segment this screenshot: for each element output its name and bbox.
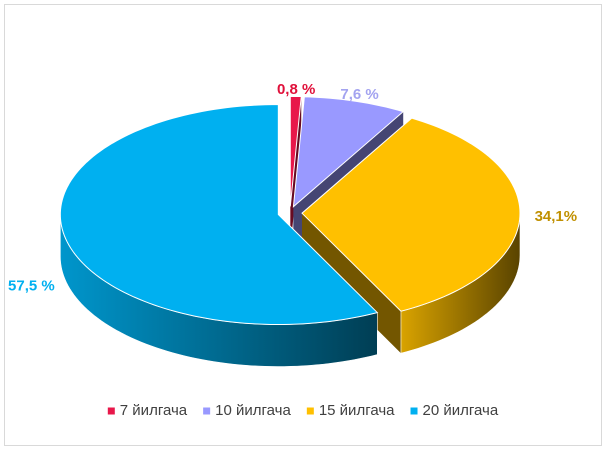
- legend-marker: [203, 407, 211, 415]
- data-label: 0,8 %: [277, 81, 315, 98]
- data-label: 7,6 %: [340, 86, 378, 103]
- pie-slice: [289, 95, 302, 207]
- legend-label: 20 йилгача: [423, 402, 499, 419]
- legend-label: 7 йилгача: [120, 402, 188, 419]
- legend: 7 йилгача 10 йилгача 15 йилгача 20 йилгача: [107, 402, 499, 419]
- legend-marker: [107, 407, 115, 415]
- data-label: 57,5 %: [8, 277, 55, 294]
- legend-label: 15 йилгача: [319, 402, 395, 419]
- pie-slice: [59, 104, 379, 326]
- legend-marker: [410, 407, 418, 415]
- pie-slice: [301, 117, 521, 312]
- pie-slice: [292, 96, 405, 208]
- legend-label: 10 йилгача: [215, 402, 291, 419]
- data-label: 34,1%: [535, 208, 578, 225]
- legend-marker: [306, 407, 314, 415]
- slice-face: [290, 96, 302, 249]
